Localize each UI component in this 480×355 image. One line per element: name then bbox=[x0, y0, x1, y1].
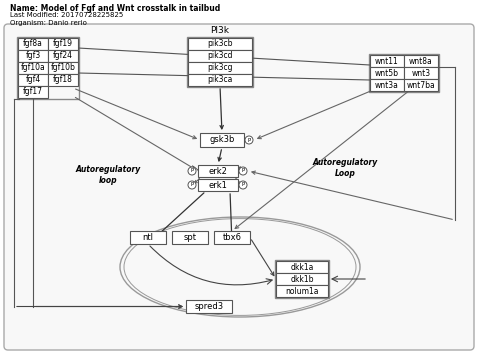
Text: fgf19: fgf19 bbox=[53, 39, 73, 49]
FancyBboxPatch shape bbox=[48, 50, 78, 62]
Text: Name: Model of Fgf and Wnt crosstalk in tailbud: Name: Model of Fgf and Wnt crosstalk in … bbox=[10, 4, 220, 13]
FancyBboxPatch shape bbox=[404, 79, 438, 91]
Text: P: P bbox=[241, 182, 245, 187]
FancyBboxPatch shape bbox=[404, 55, 438, 67]
FancyBboxPatch shape bbox=[370, 55, 404, 67]
Text: Autoregulatory
loop: Autoregulatory loop bbox=[75, 165, 141, 185]
Text: wnt11: wnt11 bbox=[375, 56, 399, 66]
Text: fgf10a: fgf10a bbox=[21, 64, 46, 72]
Text: Autoregulatory
Loop: Autoregulatory Loop bbox=[312, 158, 378, 178]
Text: wnt3a: wnt3a bbox=[375, 81, 399, 89]
Text: wnt5b: wnt5b bbox=[375, 69, 399, 77]
Text: fgf3: fgf3 bbox=[25, 51, 41, 60]
FancyBboxPatch shape bbox=[404, 67, 438, 79]
Text: wnt8a: wnt8a bbox=[409, 56, 433, 66]
Text: nolum1a: nolum1a bbox=[285, 286, 319, 295]
FancyBboxPatch shape bbox=[198, 165, 238, 177]
Circle shape bbox=[188, 167, 196, 175]
FancyBboxPatch shape bbox=[198, 179, 238, 191]
Text: pik3cg: pik3cg bbox=[207, 64, 233, 72]
FancyBboxPatch shape bbox=[18, 62, 48, 74]
Text: fgf24: fgf24 bbox=[53, 51, 73, 60]
Text: P: P bbox=[191, 182, 193, 187]
Text: Last Modified: 20170728225825: Last Modified: 20170728225825 bbox=[10, 12, 123, 18]
Text: PI3k: PI3k bbox=[211, 26, 229, 35]
Text: fgf8a: fgf8a bbox=[23, 39, 43, 49]
Circle shape bbox=[188, 181, 196, 189]
FancyBboxPatch shape bbox=[188, 38, 252, 50]
Text: wnt7ba: wnt7ba bbox=[407, 81, 435, 89]
FancyBboxPatch shape bbox=[18, 50, 48, 62]
FancyBboxPatch shape bbox=[276, 285, 328, 297]
Text: pik3cb: pik3cb bbox=[207, 39, 233, 49]
FancyBboxPatch shape bbox=[172, 231, 208, 244]
Text: erk2: erk2 bbox=[209, 166, 228, 175]
Text: wnt3: wnt3 bbox=[411, 69, 431, 77]
FancyBboxPatch shape bbox=[130, 231, 166, 244]
FancyBboxPatch shape bbox=[48, 74, 78, 86]
Text: spt: spt bbox=[183, 233, 196, 242]
FancyBboxPatch shape bbox=[200, 133, 244, 147]
FancyBboxPatch shape bbox=[18, 86, 48, 98]
FancyBboxPatch shape bbox=[276, 261, 328, 273]
FancyBboxPatch shape bbox=[370, 79, 404, 91]
Text: P: P bbox=[247, 137, 251, 142]
Text: pik3cd: pik3cd bbox=[207, 51, 233, 60]
Text: Organism: Danio rerio: Organism: Danio rerio bbox=[10, 20, 87, 26]
Text: fgf18: fgf18 bbox=[53, 76, 73, 84]
Text: dkk1b: dkk1b bbox=[290, 274, 314, 284]
Text: spred3: spred3 bbox=[194, 302, 224, 311]
Text: gsk3b: gsk3b bbox=[209, 136, 235, 144]
FancyBboxPatch shape bbox=[188, 62, 252, 74]
FancyBboxPatch shape bbox=[188, 74, 252, 86]
Circle shape bbox=[239, 181, 247, 189]
Text: fgf10b: fgf10b bbox=[50, 64, 75, 72]
FancyBboxPatch shape bbox=[48, 62, 78, 74]
FancyBboxPatch shape bbox=[18, 38, 48, 50]
Circle shape bbox=[245, 136, 253, 144]
FancyBboxPatch shape bbox=[276, 273, 328, 285]
Text: dkk1a: dkk1a bbox=[290, 262, 314, 272]
FancyBboxPatch shape bbox=[186, 300, 232, 313]
FancyBboxPatch shape bbox=[48, 38, 78, 50]
Text: pik3ca: pik3ca bbox=[207, 76, 233, 84]
Circle shape bbox=[239, 167, 247, 175]
FancyBboxPatch shape bbox=[188, 50, 252, 62]
FancyBboxPatch shape bbox=[4, 24, 474, 350]
Text: fgf17: fgf17 bbox=[23, 87, 43, 97]
Text: fgf4: fgf4 bbox=[25, 76, 41, 84]
FancyBboxPatch shape bbox=[370, 67, 404, 79]
Text: erk1: erk1 bbox=[209, 180, 228, 190]
Text: tbx6: tbx6 bbox=[223, 233, 241, 242]
Text: P: P bbox=[191, 169, 193, 174]
FancyBboxPatch shape bbox=[214, 231, 250, 244]
FancyBboxPatch shape bbox=[18, 74, 48, 86]
Text: P: P bbox=[241, 169, 245, 174]
Text: ntl: ntl bbox=[143, 233, 154, 242]
